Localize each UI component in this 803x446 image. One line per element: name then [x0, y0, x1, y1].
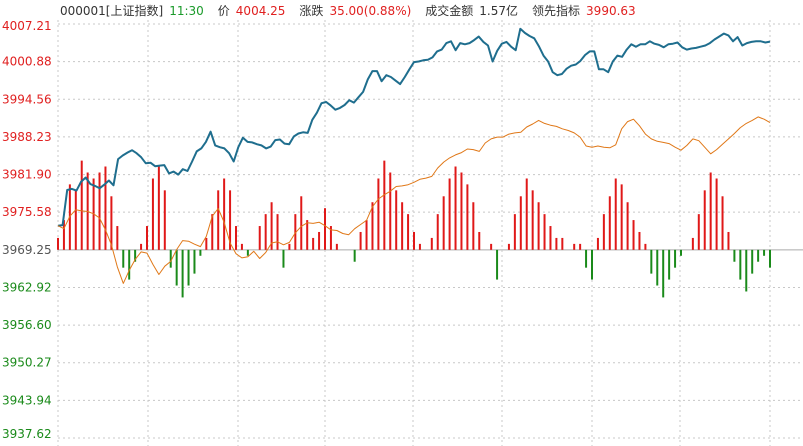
y-tick-label: 3937.62 — [2, 427, 52, 441]
y-tick-label: 3975.58 — [2, 205, 52, 219]
y-tick-label: 3956.60 — [2, 318, 52, 332]
y-tick-label: 3950.27 — [2, 356, 52, 370]
grid — [57, 20, 803, 446]
y-tick-label: 3969.25 — [2, 243, 52, 257]
header-bar: 000001[上证指数] 11:30 价 4004.25 涨跌 35.00(0.88%) 成… — [0, 0, 803, 22]
price-value: 4004.25 — [235, 4, 286, 18]
y-tick-label: 4007.21 — [2, 19, 52, 33]
change-label: 涨跌 — [299, 4, 324, 18]
y-tick-label: 3981.90 — [2, 168, 52, 182]
price-label: 价 — [217, 4, 230, 18]
leader-label: 领先指标 — [532, 4, 581, 18]
y-axis-ticks: 4007.21 4000.88 3994.56 3988.23 3981.90 3975.… — [2, 19, 52, 441]
volume-bars — [57, 160, 771, 298]
y-tick-label: 4000.88 — [2, 55, 52, 69]
price-line — [57, 27, 771, 227]
symbol-label: 000001[上证指数] — [60, 4, 164, 18]
time-label: 11:30 — [169, 4, 204, 18]
y-tick-label: 3962.92 — [2, 280, 52, 294]
volume-value: 1.57亿 — [479, 4, 519, 18]
leader-value: 3990.63 — [586, 4, 636, 18]
leader-line — [57, 116, 771, 284]
y-tick-label: 3994.56 — [2, 92, 52, 106]
volume-label: 成交金额 — [425, 4, 474, 18]
y-tick-label: 3943.94 — [2, 393, 52, 407]
change-value: 35.00(0.88%) — [329, 4, 412, 18]
price-lines — [57, 27, 771, 284]
y-tick-label: 3988.23 — [2, 130, 52, 144]
